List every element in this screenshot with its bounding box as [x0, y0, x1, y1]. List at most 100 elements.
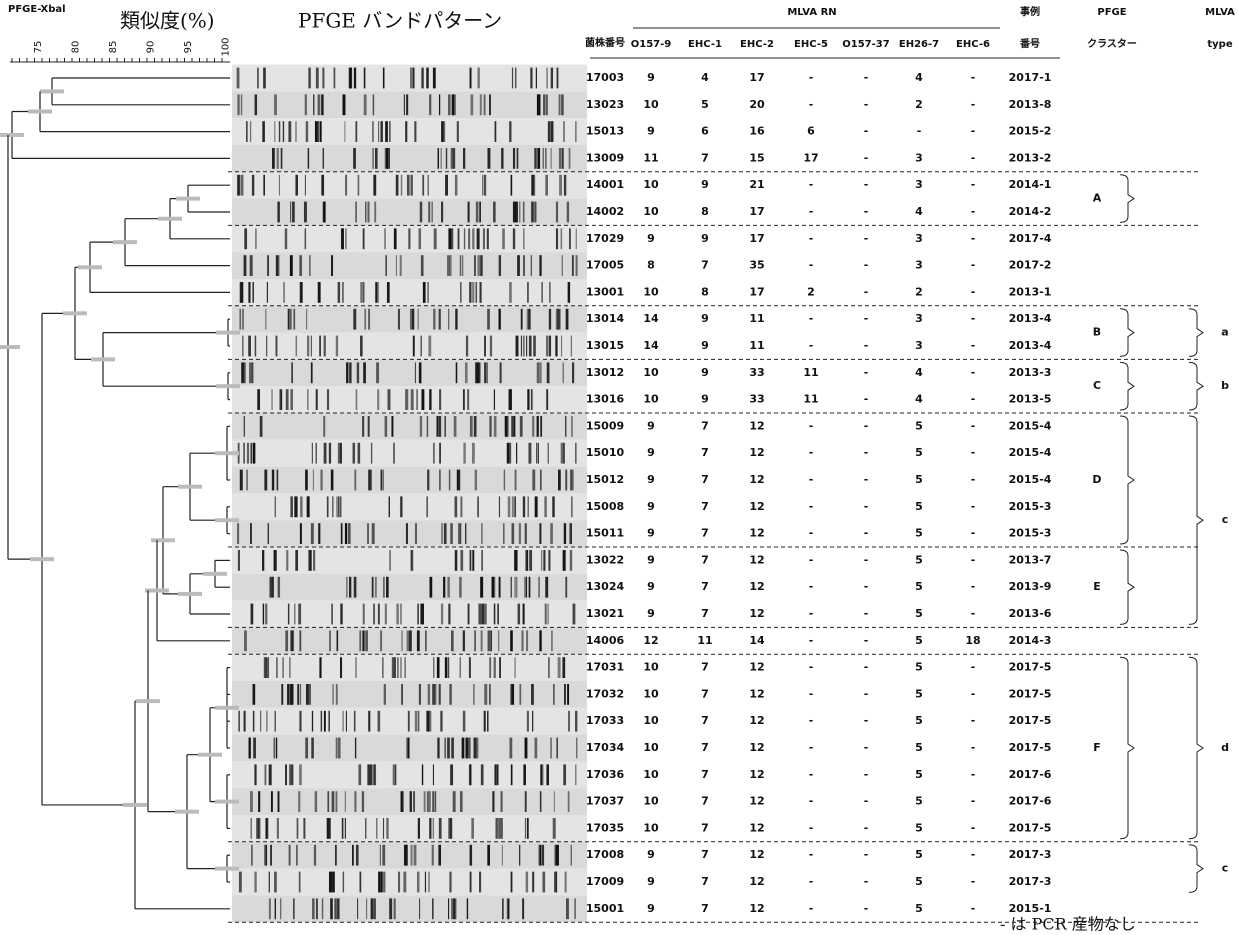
table-cell: 2017-5: [1009, 714, 1052, 727]
table-cell: 5: [915, 553, 923, 566]
table-cell: 17032: [586, 687, 624, 700]
table-cell: 13001: [586, 285, 624, 298]
mlva-type-bracket: [1189, 845, 1203, 893]
table-cell: 14: [643, 339, 659, 352]
table-cell: -: [864, 259, 869, 272]
table-cell: -: [971, 419, 976, 432]
strain-header: 菌株番号: [585, 36, 625, 49]
table-cell: 5: [915, 473, 923, 486]
table-cell: -: [971, 795, 976, 808]
table-cell: 5: [915, 687, 923, 700]
table-cell: 5: [915, 580, 923, 593]
table-cell: 3: [915, 151, 923, 164]
gel-lane: [232, 815, 587, 842]
table-cell: -: [809, 259, 814, 272]
table-cell: -: [864, 178, 869, 191]
table-cell: 2014-1: [1009, 178, 1052, 191]
table-cell: -: [917, 125, 922, 138]
table-cell: -: [864, 393, 869, 406]
pfge-cluster-bracket: [1120, 309, 1134, 357]
table-cell: 5: [915, 714, 923, 727]
table-cell: -: [809, 902, 814, 915]
table-cell: -: [809, 419, 814, 432]
table-cell: 9: [701, 393, 709, 406]
table-cell: 17031: [586, 661, 624, 674]
table-cell: 2014-3: [1009, 634, 1052, 647]
table-cell: 3: [915, 232, 923, 245]
column-header: O157-9: [631, 39, 672, 50]
node-bar: [215, 867, 239, 871]
table-cell: 12: [749, 795, 764, 808]
table-cell: -: [864, 714, 869, 727]
gel-lane: [232, 654, 587, 681]
table-cell: 3: [915, 339, 923, 352]
table-cell: 18: [965, 634, 980, 647]
mlva-type-label: d: [1221, 741, 1229, 754]
gel-lane: [232, 118, 587, 145]
table-cell: -: [809, 473, 814, 486]
table-cell: 9: [647, 607, 655, 620]
mlva-type-label: b: [1221, 379, 1229, 392]
pfge-header: PFGE: [1097, 7, 1126, 18]
gel-lane: [232, 252, 587, 279]
table-cell: 13022: [586, 553, 624, 566]
table-cell: -: [864, 151, 869, 164]
mlva-type-label: a: [1221, 326, 1228, 339]
table-cell: 7: [701, 687, 709, 700]
table-cell: 11: [697, 634, 712, 647]
table-cell: 8: [647, 259, 655, 272]
table-cell: 15011: [586, 527, 624, 540]
table-cell: 9: [647, 446, 655, 459]
table-cell: 2017-3: [1009, 848, 1052, 861]
gel-lane: [232, 145, 587, 172]
table-cell: 4: [915, 393, 923, 406]
table-cell: 2013-4: [1009, 339, 1052, 352]
table-cell: -: [864, 634, 869, 647]
table-cell: 15008: [586, 500, 624, 513]
column-header: EHC-2: [740, 39, 774, 50]
table-cell: -: [971, 580, 976, 593]
table-cell: 17036: [586, 768, 625, 781]
table-cell: 2013-1: [1009, 285, 1052, 298]
node-bar: [175, 810, 199, 814]
table-cell: 17: [749, 205, 764, 218]
node-bar: [28, 110, 52, 114]
table-cell: -: [864, 768, 869, 781]
table-cell: 11: [749, 312, 764, 325]
table-cell: -: [864, 607, 869, 620]
table-cell: 3: [915, 178, 923, 191]
table-cell: -: [864, 285, 869, 298]
table-cell: 33: [749, 393, 764, 406]
node-bar: [216, 331, 240, 335]
table-cell: -: [864, 795, 869, 808]
table-cell: 2015-4: [1009, 419, 1052, 432]
method-label: PFGE-Xbal: [8, 4, 66, 15]
table-cell: 2013-8: [1009, 98, 1052, 111]
table-cell: 13009: [586, 151, 624, 164]
table-cell: -: [864, 553, 869, 566]
table-cell: 17033: [586, 714, 624, 727]
table-cell: -: [971, 821, 976, 834]
table-cell: -: [809, 687, 814, 700]
table-cell: -: [971, 339, 976, 352]
table-cell: 9: [647, 125, 655, 138]
footnote: - は PCR 産物なし: [1000, 915, 1136, 934]
table-cell: 9: [647, 875, 655, 888]
table-cell: 5: [915, 419, 923, 432]
table-cell: 15001: [586, 902, 624, 915]
pfge-cluster-label: B: [1093, 326, 1101, 339]
table-cell: 4: [915, 205, 923, 218]
node-bar: [40, 89, 64, 93]
table-cell: 7: [701, 446, 709, 459]
table-cell: 12: [749, 580, 764, 593]
case-header: 番号: [1019, 37, 1040, 50]
table-cell: 9: [701, 178, 709, 191]
table-cell: 2017-5: [1009, 687, 1052, 700]
table-cell: -: [864, 473, 869, 486]
table-cell: -: [864, 875, 869, 888]
case-header: 事例: [1020, 5, 1040, 18]
gel-lane: [232, 65, 587, 92]
table-cell: -: [971, 285, 976, 298]
table-cell: 5: [915, 634, 923, 647]
table-cell: 5: [915, 848, 923, 861]
